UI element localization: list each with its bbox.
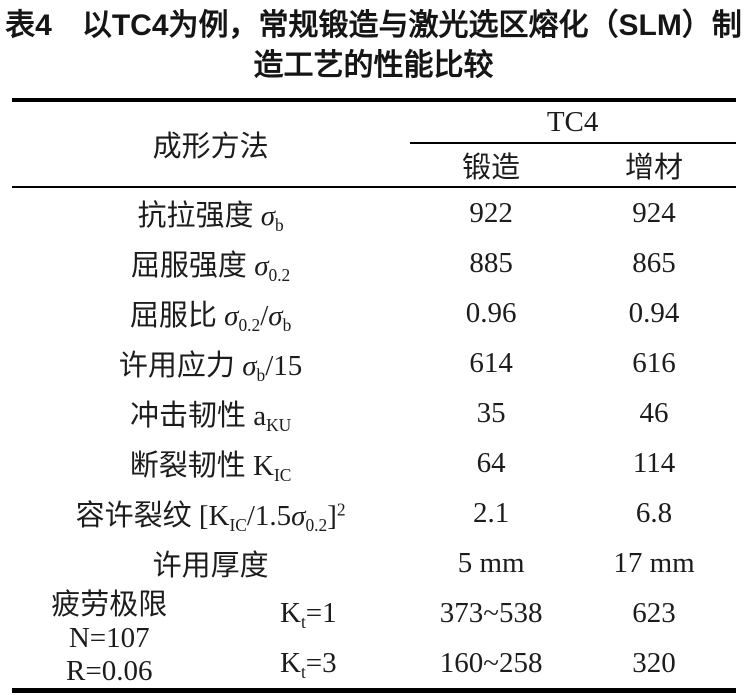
forge-value: 0.96 (465, 296, 517, 329)
table-row: 屈服强度 σ0.2 885 865 (12, 238, 736, 288)
performance-comparison-table: 成形方法 TC4 锻造 增材 抗拉强度 σb 922 924 屈服强度 σ0.2 885… (11, 98, 736, 693)
forge-value: 614 (469, 346, 513, 379)
forge-value: 885 (469, 246, 513, 279)
table-row: 许用厚度 5 mm 17 mm (12, 538, 736, 588)
fatigue-label-line: N=107 (68, 621, 150, 654)
additive-value: 924 (632, 196, 676, 229)
table-body: 抗拉强度 σb 922 924 屈服强度 σ0.2 885 865 屈服比 σ0.2/σb 0… (12, 187, 736, 691)
fatigue-label-line: R=0.06 (66, 654, 153, 687)
table-caption: 表4 以TC4为例，常规锻造与激光选区熔化（SLM）制 造工艺的性能比较 (0, 0, 747, 86)
table-row: 屈服比 σ0.2/σb 0.96 0.94 (12, 288, 736, 338)
table-row: 许用应力 σb/15 614 616 (12, 338, 736, 388)
row-label: 许用厚度 (152, 550, 269, 582)
additive-value: 320 (632, 646, 676, 679)
table-row: 断裂韧性 KIC 64 114 (12, 438, 736, 488)
forge-value: 2.1 (473, 496, 510, 529)
header-row-columns: 锻造 增材 (12, 143, 736, 188)
table-row-fatigue: Kt=3 160~258 320 (12, 638, 736, 691)
fatigue-label: 疲劳极限 N=107 R=0.06 (12, 588, 207, 691)
row-label: 屈服强度 σ0.2 (130, 250, 291, 286)
fatigue-condition: Kt=1 (280, 596, 337, 632)
additive-value: 865 (632, 246, 676, 279)
header-method: 成形方法 (11, 100, 410, 188)
table-row: 冲击韧性 aKU 35 46 (12, 388, 736, 438)
forge-value: 5 mm (457, 546, 525, 579)
row-label: 屈服比 σ0.2/σb (129, 300, 292, 336)
forge-value: 64 (476, 446, 506, 479)
additive-value: 0.94 (628, 296, 680, 329)
row-label: 冲击韧性 aKU (129, 400, 292, 436)
table-row: 容许裂纹 [KIC/1.5σ0.2]2 2.1 6.8 (12, 488, 736, 538)
additive-value: 616 (632, 346, 676, 379)
row-label: 断裂韧性 KIC (129, 450, 292, 486)
row-label: 许用应力 σb/15 (118, 350, 303, 386)
row-label: 抗拉强度 σb (137, 200, 284, 236)
additive-value: 114 (632, 446, 676, 479)
additive-value: 17 mm (613, 546, 695, 579)
header-row-group: 成形方法 TC4 (11, 100, 736, 188)
forge-value: 160~258 (439, 646, 543, 679)
caption-line-2: 造工艺的性能比较 (253, 49, 494, 82)
table-row: 抗拉强度 σb 922 924 (12, 187, 736, 238)
header-col-additive: 增材 (572, 143, 736, 188)
additive-value: 46 (639, 396, 669, 429)
caption-line-1: 表4 以TC4为例，常规锻造与激光选区熔化（SLM）制 (5, 9, 742, 42)
header-col-forge: 锻造 (409, 143, 573, 188)
additive-value: 6.8 (635, 496, 673, 529)
forge-value: 35 (476, 396, 506, 429)
additive-value: 623 (632, 596, 676, 629)
forge-value: 922 (469, 196, 513, 229)
fatigue-label-line: 疲劳极限 (51, 588, 168, 621)
header-group-tc4: TC4 (409, 100, 736, 144)
table-row-fatigue: 疲劳极限 N=107 R=0.06 Kt=1 373~538 623 (12, 588, 736, 687)
row-label: 容许裂纹 [KIC/1.5σ0.2]2 (75, 499, 346, 536)
fatigue-condition: Kt=3 (280, 646, 337, 682)
forge-value: 373~538 (439, 596, 543, 629)
